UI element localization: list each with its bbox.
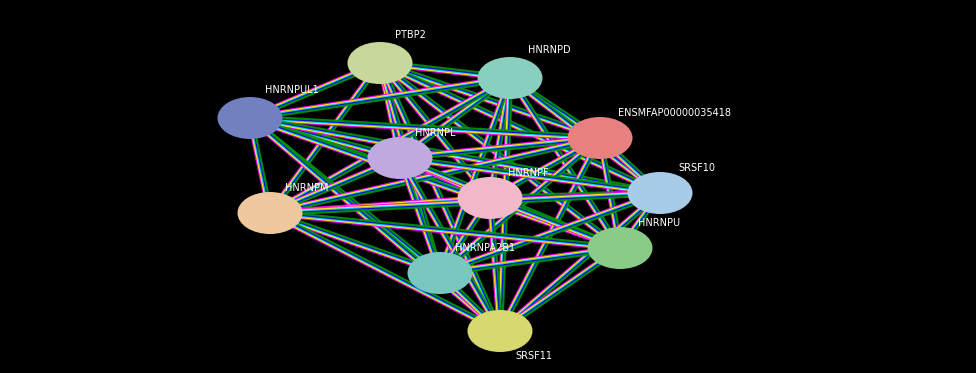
Ellipse shape [588,227,653,269]
Ellipse shape [376,142,425,174]
Ellipse shape [368,137,432,179]
Text: HNRNPU: HNRNPU [638,218,680,228]
Ellipse shape [477,57,543,99]
Ellipse shape [595,232,644,264]
Text: SRSF10: SRSF10 [678,163,715,173]
Ellipse shape [416,257,465,289]
Ellipse shape [225,102,274,134]
Ellipse shape [246,197,295,229]
Ellipse shape [635,177,684,209]
Text: HNRNPA2B1: HNRNPA2B1 [455,243,515,253]
Ellipse shape [458,177,522,219]
Text: HNRNPF: HNRNPF [508,168,549,178]
Text: HNRNPL: HNRNPL [415,128,456,138]
Ellipse shape [576,122,625,154]
Text: HNRNPM: HNRNPM [285,183,329,193]
Ellipse shape [466,182,514,214]
Ellipse shape [218,97,282,139]
Text: SRSF11: SRSF11 [515,351,552,361]
Ellipse shape [408,252,472,294]
Ellipse shape [237,192,303,234]
Ellipse shape [355,47,404,79]
Ellipse shape [468,310,533,352]
Ellipse shape [486,62,535,94]
Ellipse shape [475,315,524,347]
Ellipse shape [347,42,413,84]
Text: HNRNPD: HNRNPD [528,45,571,55]
Text: HNRNPUL1: HNRNPUL1 [265,85,319,95]
Text: PTBP2: PTBP2 [395,30,426,40]
Ellipse shape [628,172,693,214]
Text: ENSMFAP00000035418: ENSMFAP00000035418 [618,108,731,118]
Ellipse shape [567,117,632,159]
